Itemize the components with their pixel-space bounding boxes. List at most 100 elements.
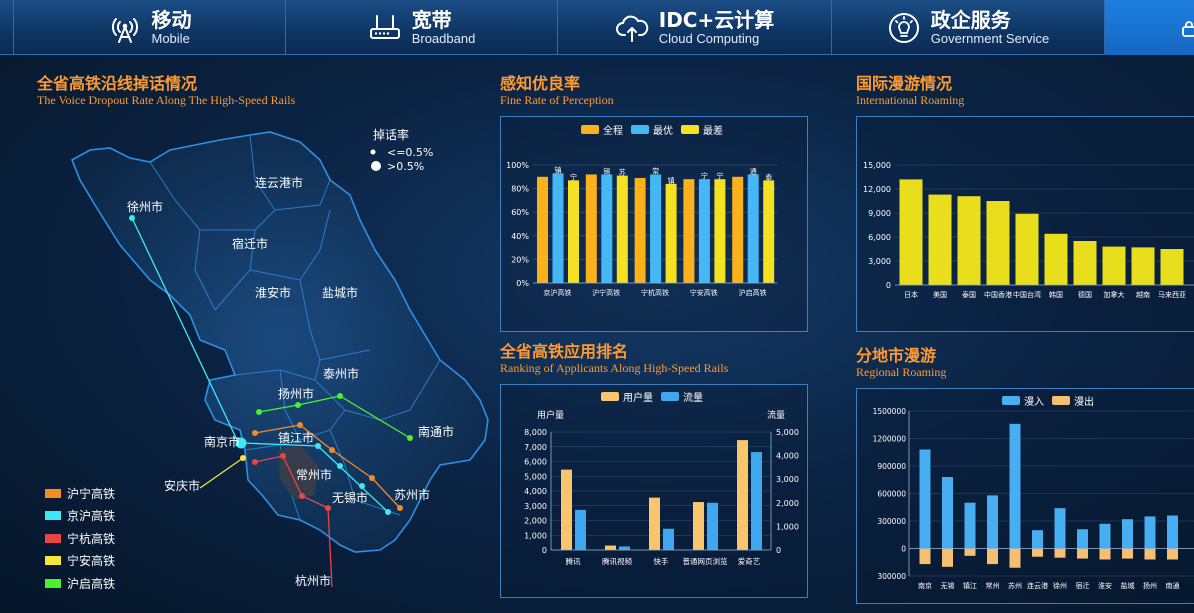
bar: [1144, 548, 1156, 560]
legend-item[interactable]: 京沪高铁: [45, 505, 115, 528]
cloud-upload-icon: [615, 15, 648, 42]
y-tick-label: 100%: [506, 161, 529, 170]
x-tick-label: 德国: [1078, 290, 1092, 299]
x-tick-label: 镇江: [963, 581, 977, 590]
city-label: 宿迁市: [232, 236, 268, 251]
city-label: 镇江市: [278, 430, 314, 445]
rail-panel-title: 全省高铁沿线掉话情况 The Voice Dropout Rate Along …: [37, 74, 295, 108]
bar-label: 宁: [716, 171, 723, 180]
ranking-chart: 用户量 流量 0 1,000 2,000 3,000 4,000 5,000 6,000 7,00…: [524, 409, 799, 566]
legend-item[interactable]: 流量: [661, 389, 703, 404]
bar: [693, 502, 704, 550]
bar: [683, 179, 695, 283]
right-tick-label: 2,000: [776, 499, 799, 508]
x-tick-label: 中国台湾: [1013, 290, 1041, 299]
legend-label: 用户量: [623, 393, 653, 404]
regional-legend: 漫入 漫出: [1002, 393, 1102, 408]
city-label: 南京市: [204, 434, 240, 449]
legend-item[interactable]: 漫入: [1002, 393, 1044, 408]
nav-tab-label: 宽带: [411, 8, 452, 32]
legend-item[interactable]: 用户量: [601, 389, 653, 404]
x-tick-label: 加拿大: [1104, 290, 1125, 299]
bar: [1167, 548, 1178, 560]
bar: [987, 548, 998, 565]
panel-title-cn: 分地市漫游: [856, 346, 937, 365]
nav-tab-broadband[interactable]: 宽带 Broadband: [286, 0, 558, 55]
left-tick-label: 1,000: [524, 531, 547, 540]
panel-title-cn: 感知优良率: [500, 74, 581, 93]
province-outline: [70, 131, 489, 553]
left-tick-label: 2,000: [524, 517, 547, 526]
bar: [1009, 423, 1021, 549]
panel-title-cn: 全省高铁应用排名: [500, 342, 629, 361]
legend-item[interactable]: 最差: [681, 122, 723, 137]
nav-tab-government[interactable]: 政企服务 Government Service: [832, 0, 1105, 55]
legend-item[interactable]: 最优: [631, 122, 673, 137]
legend-label: 最优: [653, 126, 673, 137]
city-labels: 连云港市 徐州市 宿迁市 淮安市 盐城市 扬州市 泰州市 南京市 镇江市 南通市…: [127, 175, 454, 588]
bar: [1099, 548, 1111, 560]
x-tick-label: 南京: [918, 581, 932, 590]
bar: [1054, 548, 1066, 558]
intl-chart-box: 0 3,000 6,000 9,000 12,000 15,000 日本 美国 泰国 中国香港 中国…: [856, 116, 1194, 332]
legend-label: 流量: [683, 393, 703, 404]
x-tick-label: 沪宁高铁: [592, 288, 620, 297]
bar: [1144, 516, 1156, 549]
bar: [737, 440, 748, 550]
nav-tab-mobile[interactable]: 移动 Mobile: [14, 0, 286, 55]
x-tick-label: 中国香港: [984, 290, 1012, 299]
bar: [747, 174, 759, 283]
right-tick-label: 0: [776, 546, 781, 555]
legend-item[interactable]: 全程: [581, 122, 623, 137]
city-label: 盐城市: [322, 285, 358, 300]
panel-title-en: International Roaming: [856, 93, 965, 107]
x-tick-label: 京沪高铁: [543, 288, 571, 297]
x-tick-label: 马来西亚: [1158, 291, 1186, 299]
bar-label: 泰: [765, 172, 772, 181]
legend-item[interactable]: 沪宁高铁: [45, 482, 115, 505]
bar: [928, 194, 952, 285]
bar: [732, 176, 744, 283]
left-axis-title: 用户量: [537, 409, 564, 421]
city-label: 淮安市: [255, 285, 291, 300]
left-tick-label: 4,000: [524, 487, 547, 496]
legend-item[interactable]: 宁杭高铁: [45, 527, 115, 550]
bar: [537, 176, 548, 283]
rail-line-huning-d: [371, 477, 401, 509]
nav-tab-cloud[interactable]: IDC+云计算 Cloud Computing: [558, 0, 832, 55]
panel-title-en: Ranking of Applicants Along High-Speed R…: [500, 361, 729, 375]
rail-lines: [131, 217, 411, 588]
nav-tab-sublabel: Mobile: [151, 31, 190, 46]
y-tick-label: 12,000: [863, 185, 891, 194]
x-tick-label: 沪启高铁: [739, 288, 767, 297]
x-tick-label: 南通: [1166, 581, 1180, 590]
x-tick-label: 连云港: [1027, 581, 1048, 590]
bar: [663, 528, 674, 550]
panel-title-en: Regional Roaming: [856, 365, 947, 379]
legend-item[interactable]: 漫出: [1052, 393, 1094, 408]
x-tick-label: 淮安: [1098, 581, 1112, 590]
right-tick-label: 5,000: [776, 428, 799, 437]
legend-label: 漫入: [1024, 397, 1044, 408]
legend-item[interactable]: 沪启高铁: [45, 572, 115, 595]
bar: [585, 174, 597, 283]
x-tick-label: 腾讯视频: [602, 556, 632, 566]
highlight-region: [278, 445, 318, 500]
legend-label: 最差: [703, 126, 723, 137]
bar: [1073, 241, 1097, 285]
legend-item[interactable]: 宁安高铁: [45, 550, 115, 573]
bar: [942, 548, 953, 567]
y-tick-label: 0: [901, 545, 906, 554]
rail-line-ninghang-b: [282, 455, 303, 497]
antenna-icon: [111, 17, 138, 43]
rail-line-huqi-c: [339, 395, 411, 439]
bar: [1131, 247, 1155, 285]
perception-legend: 全程 最优 最差: [581, 122, 731, 137]
nav-tab-label: 政企服务: [930, 8, 1011, 32]
regional-chart: 300000 0 300000 600000 900000 1200000 1500000 南…: [873, 407, 1194, 590]
nav-tab-label: 移动: [151, 8, 192, 32]
y-tick-label: 6,000: [868, 233, 891, 242]
nav-tab-active[interactable]: [1105, 0, 1194, 55]
bar: [1167, 515, 1178, 549]
perception-chart-box: 全程 最优 最差 0% 20% 40% 60% 80% 100% 镇宁京沪高铁锡苏沪宁高铁常…: [500, 116, 808, 332]
